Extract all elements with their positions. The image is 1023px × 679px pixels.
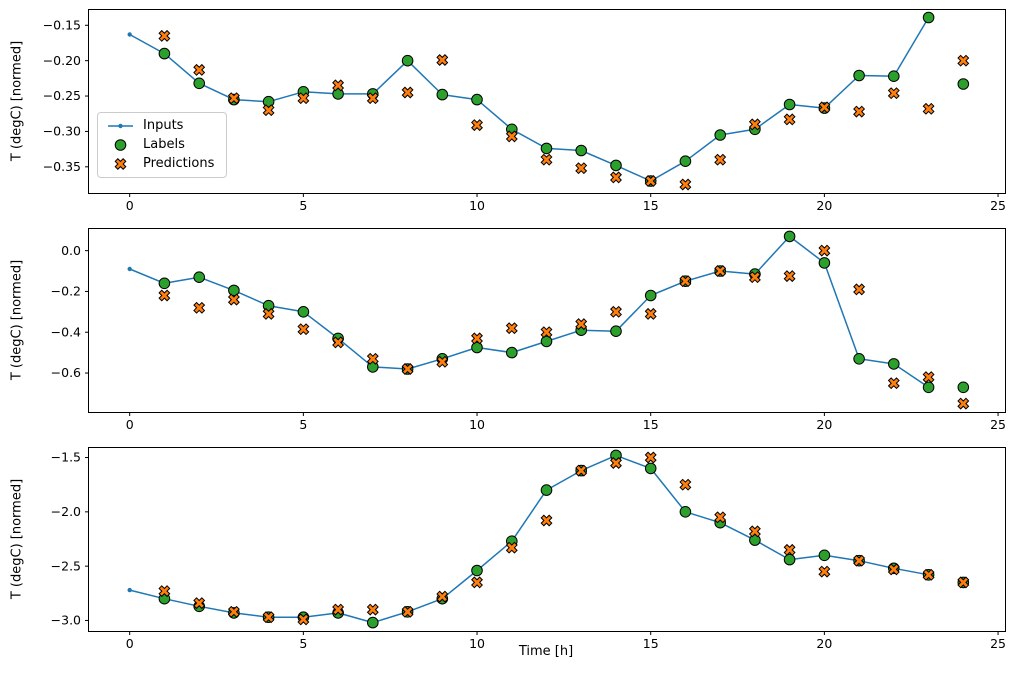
legend-label-labels: Labels — [143, 137, 185, 152]
legend: Inputs Labels Predictions — [97, 112, 228, 178]
y-axis-label: T (degC) [normed] — [9, 259, 25, 381]
svg-text:25: 25 — [990, 417, 1006, 432]
svg-text:−0.35: −0.35 — [43, 159, 81, 174]
svg-text:5: 5 — [299, 636, 307, 651]
svg-text:−3.0: −3.0 — [51, 613, 81, 628]
svg-text:5: 5 — [299, 198, 307, 213]
svg-text:−0.4: −0.4 — [51, 324, 81, 339]
svg-text:15: 15 — [643, 198, 659, 213]
svg-text:−2.0: −2.0 — [51, 504, 81, 519]
svg-text:10: 10 — [469, 417, 485, 432]
legend-entry-inputs: Inputs — [107, 119, 214, 133]
svg-text:10: 10 — [469, 198, 485, 213]
svg-text:−0.30: −0.30 — [43, 124, 81, 139]
svg-text:−2.5: −2.5 — [51, 558, 81, 573]
svg-text:0: 0 — [126, 417, 134, 432]
svg-text:−1.5: −1.5 — [51, 450, 81, 465]
svg-text:−0.6: −0.6 — [51, 365, 81, 380]
subplot-2: 0 5 10 15 20 25 0.0 −0.2 −0.4 −0.6 T (degC) [norm… — [0, 227, 1023, 439]
y-axis-label: T (degC) [normed] — [9, 478, 25, 600]
x-axis-label: Time [h] — [518, 644, 574, 659]
legend-entry-predictions: Predictions — [107, 157, 214, 171]
predictions-x-icon — [114, 158, 127, 170]
legend-label-inputs: Inputs — [143, 118, 184, 133]
labels-circle-icon — [114, 139, 127, 151]
svg-text:0.0: 0.0 — [61, 243, 81, 258]
legend-label-predictions: Predictions — [143, 156, 215, 171]
subplot-3: 0 5 10 15 20 25 −1.5 −2.0 −2.5 −3.0 T (degC) [nor… — [0, 446, 1023, 659]
svg-text:0: 0 — [126, 198, 134, 213]
svg-text:−0.2: −0.2 — [51, 284, 81, 299]
subplot-2-axes: 0 5 10 15 20 25 0.0 −0.2 −0.4 −0.6 — [51, 228, 1006, 432]
legend-entry-labels: Labels — [107, 138, 214, 152]
svg-text:−0.25: −0.25 — [43, 88, 81, 103]
svg-text:15: 15 — [643, 417, 659, 432]
y-axis-label: T (degC) [normed] — [9, 40, 25, 162]
subplot-1: 0 5 10 15 20 25 −0.15 −0.20 −0.25 −0.30 −0.35 T (d… — [0, 8, 1023, 220]
svg-text:5: 5 — [299, 417, 307, 432]
inputs-line-icon — [108, 123, 133, 129]
subplot-1-axes: 0 5 10 15 20 25 −0.15 −0.20 −0.25 −0.30 −0.35 — [43, 9, 1006, 213]
svg-text:−0.15: −0.15 — [43, 17, 81, 32]
svg-text:−0.20: −0.20 — [43, 53, 81, 68]
svg-text:0: 0 — [126, 636, 134, 651]
svg-text:20: 20 — [816, 417, 832, 432]
svg-text:25: 25 — [990, 636, 1006, 651]
subplot-3-axes: 0 5 10 15 20 25 −1.5 −2.0 −2.5 −3.0 — [51, 447, 1006, 651]
svg-text:25: 25 — [990, 198, 1006, 213]
svg-text:10: 10 — [469, 636, 485, 651]
svg-text:20: 20 — [816, 198, 832, 213]
svg-text:15: 15 — [643, 636, 659, 651]
svg-text:20: 20 — [816, 636, 832, 651]
